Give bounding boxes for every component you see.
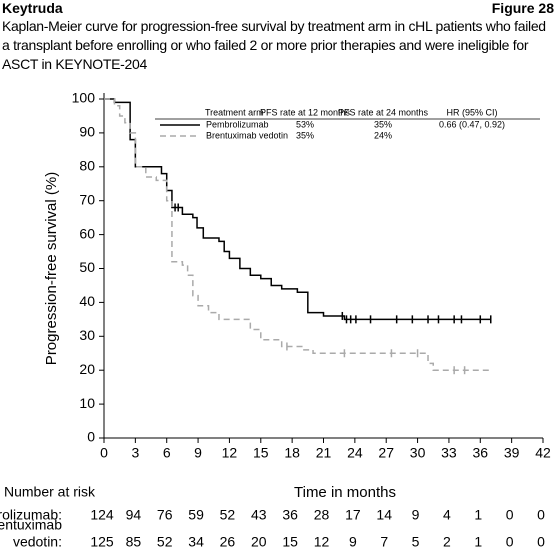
x-axis-title: Time in months (294, 484, 396, 501)
at-risk-count: 20 (251, 534, 267, 550)
km-curve (104, 98, 491, 371)
y-tick-label: 90 (79, 124, 95, 140)
x-tick-label: 36 (472, 445, 488, 461)
legend-header: PFS rate at 12 months (260, 107, 351, 117)
y-tick-label: 30 (79, 327, 95, 343)
at-risk-count: 28 (314, 507, 330, 523)
at-risk-count: 0 (506, 534, 514, 550)
x-tick-label: 6 (163, 445, 171, 461)
legend-header: HR (95% CI) (446, 107, 497, 117)
y-tick-label: 20 (79, 361, 95, 377)
x-tick-label: 3 (131, 445, 139, 461)
x-tick-label: 21 (316, 445, 332, 461)
at-risk-count: 76 (157, 507, 173, 523)
at-risk-count: 12 (314, 534, 330, 550)
x-tick-label: 30 (410, 445, 426, 461)
at-risk-count: 52 (157, 534, 173, 550)
legend-value: 35% (374, 119, 392, 129)
at-risk-count: 0 (537, 507, 545, 523)
y-tick-label: 10 (79, 395, 95, 411)
at-risk-count: 0 (506, 507, 514, 523)
y-tick-label: 0 (87, 429, 95, 445)
at-risk-label: Pembrolizumab: (0, 507, 62, 523)
legend-value: 24% (374, 130, 392, 140)
y-tick-label: 60 (79, 225, 95, 241)
at-risk-count: 26 (220, 534, 236, 550)
y-tick-label: 70 (79, 191, 95, 207)
y-tick-label: 40 (79, 293, 95, 309)
at-risk-count: 59 (188, 507, 204, 523)
at-risk-count: 7 (380, 534, 388, 550)
at-risk-count: 43 (251, 507, 267, 523)
caption: Kaplan-Meier curve for progression-free … (2, 18, 546, 72)
at-risk-count: 124 (90, 507, 114, 523)
figure-label: Figure 28 (491, 0, 554, 16)
x-tick-label: 9 (194, 445, 202, 461)
x-tick-label: 33 (441, 445, 457, 461)
x-tick-label: 27 (378, 445, 394, 461)
header: Keytruda Figure 28 Kaplan-Meier curve fo… (2, 0, 554, 74)
legend-value: 0.66 (0.47, 0.92) (439, 119, 505, 129)
at-risk-count: 85 (126, 534, 142, 550)
x-tick-label: 39 (504, 445, 520, 461)
at-risk-count: 1 (474, 534, 482, 550)
at-risk-count: 1 (474, 507, 482, 523)
at-risk-count: 125 (90, 534, 114, 550)
y-axis-title: Progression-free survival (%) (43, 172, 60, 365)
x-tick-label: 12 (222, 445, 238, 461)
legend-value: 53% (296, 119, 314, 129)
at-risk-count: 15 (282, 534, 298, 550)
at-risk-count: 34 (188, 534, 204, 550)
y-tick-label: 80 (79, 158, 95, 174)
y-tick-label: 50 (79, 259, 95, 275)
x-tick-label: 0 (100, 445, 108, 461)
at-risk-label: vedotin: (13, 534, 62, 550)
at-risk-count: 94 (126, 507, 142, 523)
at-risk-title: Number at risk (4, 484, 96, 500)
at-risk-count: 36 (282, 507, 298, 523)
at-risk-count: 9 (349, 534, 357, 550)
at-risk-count: 0 (537, 534, 545, 550)
at-risk-count: 9 (412, 507, 420, 523)
legend-value: 35% (296, 130, 314, 140)
legend-label: Pembrolizumab (206, 119, 269, 129)
x-tick-label: 18 (284, 445, 300, 461)
legend-label: Brentuximab vedotin (206, 130, 288, 140)
x-tick-label: 24 (347, 445, 363, 461)
legend-header: Treatment arm (205, 107, 264, 117)
at-risk-count: 5 (412, 534, 420, 550)
km-curve (104, 98, 491, 321)
at-risk-count: 4 (443, 507, 451, 523)
at-risk-count: 2 (443, 534, 451, 550)
y-tick-label: 100 (72, 90, 96, 106)
doc-title: Keytruda (2, 0, 63, 16)
x-tick-label: 42 (535, 445, 551, 461)
at-risk-count: 52 (220, 507, 236, 523)
x-tick-label: 15 (253, 445, 269, 461)
at-risk-count: 17 (345, 507, 361, 523)
legend-header: PFS rate at 24 months (338, 107, 429, 117)
at-risk-label: Brentuximab (0, 517, 62, 533)
at-risk-count: 14 (376, 507, 392, 523)
